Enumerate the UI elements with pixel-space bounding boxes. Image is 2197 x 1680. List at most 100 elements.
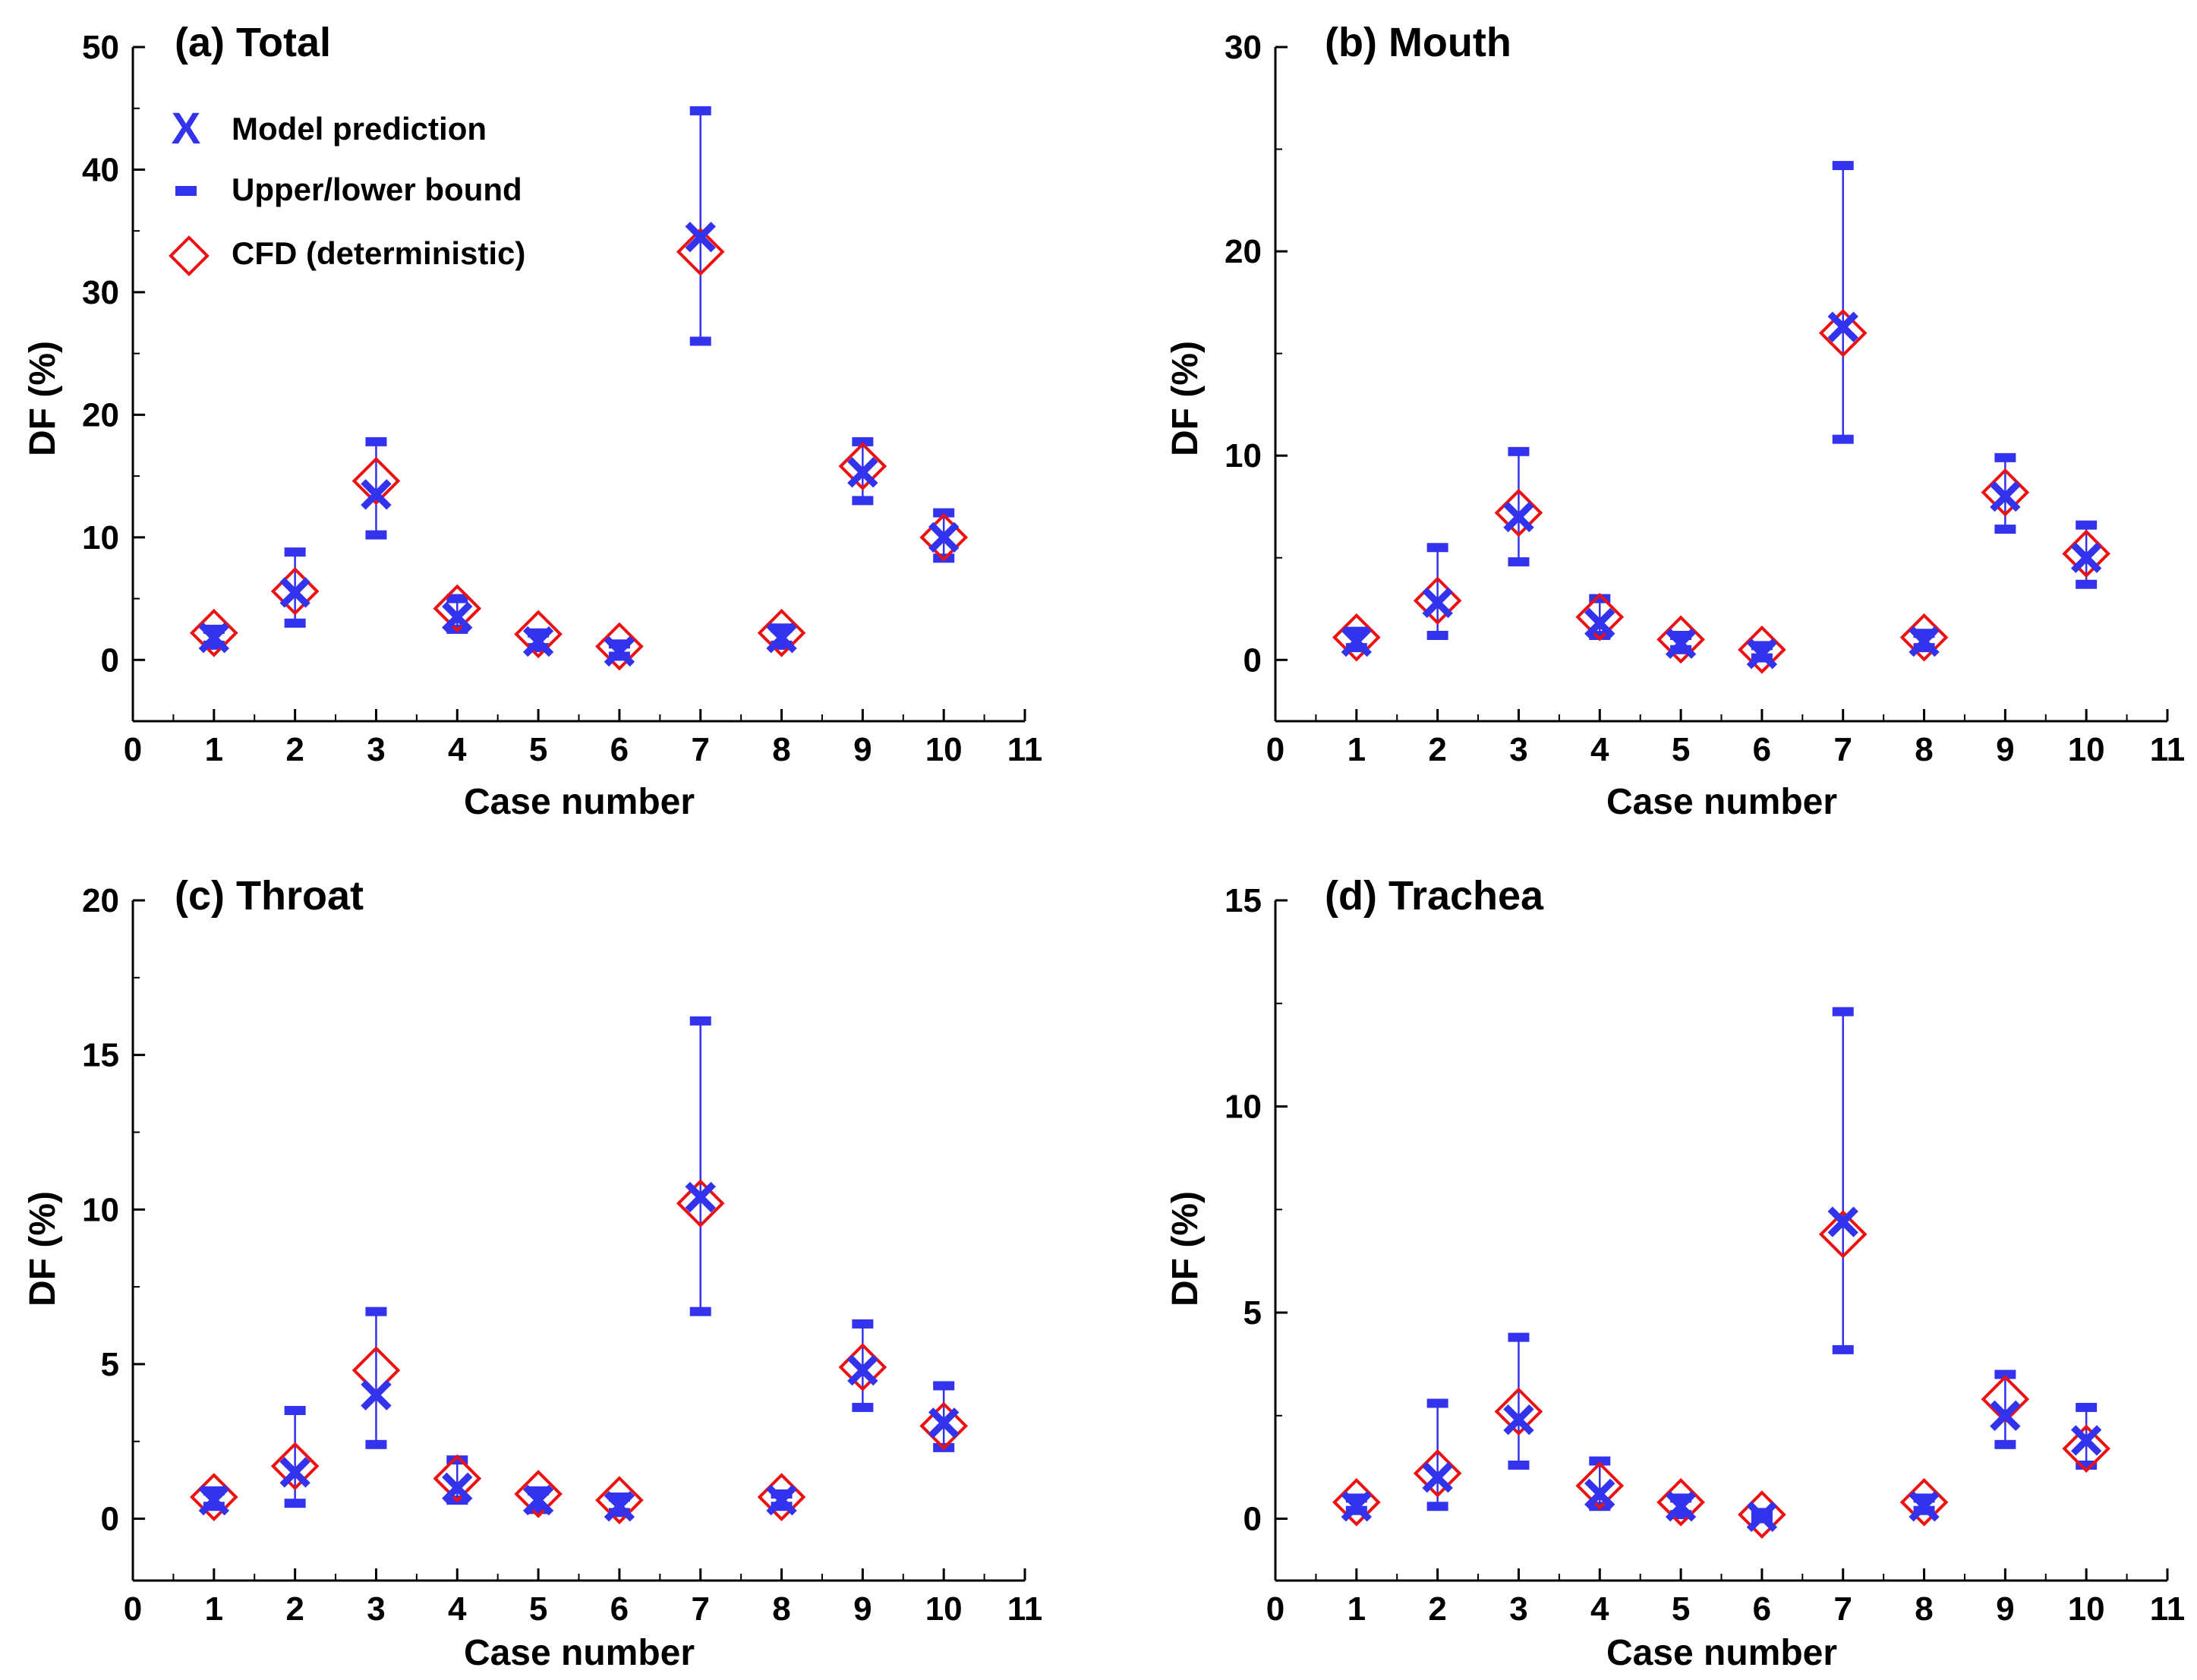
cfd-point-total [514,610,563,659]
upper-bound-total [284,547,306,557]
y-tick-label-total: 20 [82,396,119,433]
x-tick-label-trachea: 4 [1590,1590,1609,1628]
x-tick-label-total: 0 [124,731,142,768]
x-tick-label-throat: 9 [853,1590,872,1628]
x-axis-title-mouth: Case number [1606,782,1837,822]
lower-bound-trachea [1994,1439,2016,1449]
model-point-trachea [1422,1462,1453,1493]
upper-bound-trachea [1994,1370,2016,1379]
x-axis-title-total: Case number [464,782,695,822]
cfd-point-throat [919,1401,969,1451]
model-point-trachea [1909,1491,1940,1522]
y-tick-label-throat: 15 [82,1037,119,1074]
cfd-point-trachea [1332,1477,1381,1527]
cfd-point-total [595,622,644,671]
model-point-mouth [1341,626,1373,657]
x-tick-label-throat: 0 [124,1590,142,1628]
lower-bound-total [284,618,306,628]
cfd-point-total [433,584,482,633]
cfd-point-throat [595,1476,644,1524]
cfd-point-trachea [1981,1375,2030,1423]
x-tick-label-throat: 11 [1007,1590,1043,1628]
y-tick-label-throat: 20 [82,882,119,919]
model-point-mouth [1422,587,1453,619]
lower-bound-throat [689,1306,711,1316]
model-point-throat [928,1407,960,1439]
y-tick-label-trachea: 15 [1225,882,1262,919]
model-point-mouth [1909,626,1940,657]
upper-bound-trachea [1508,1332,1530,1342]
x-tick-label-throat: 3 [367,1590,385,1628]
x-tick-label-mouth: 11 [2150,731,2186,768]
y-tick-label-trachea: 10 [1225,1089,1262,1126]
model-point-throat [198,1484,229,1516]
panel-title-total: (a) Total [175,20,331,65]
panel-total: (a) Total Case number DF (%) X Model pre… [23,20,1042,822]
x-tick-label-trachea: 11 [2150,1590,2186,1628]
legend-bound-icon [175,186,197,196]
model-point-total [766,623,797,654]
upper-bound-trachea [1589,1456,1611,1466]
upper-bound-mouth [1508,446,1530,456]
model-point-trachea [1341,1491,1373,1522]
y-axis-title-throat: DF (%) [23,1191,63,1306]
panel-title-throat: (c) Throat [175,873,364,919]
model-point-throat [361,1379,392,1411]
x-tick-label-mouth: 8 [1915,731,1933,768]
model-point-throat [442,1472,473,1504]
upper-bound-trachea [2076,1402,2098,1412]
x-axis-title-trachea: Case number [1606,1633,1837,1673]
upper-bound-mouth [1426,543,1448,553]
x-tick-label-throat: 10 [925,1590,963,1628]
panel-throat: (c) Throat Case number DF (%) 0 1 2 3 4 5 6 7 8 9… [23,873,1042,1673]
y-tick-label-total: 10 [82,519,119,556]
model-point-trachea [1665,1491,1697,1522]
x-tick-label-mouth: 0 [1266,731,1284,768]
legend-model-label: Model prediction [232,111,487,147]
x-tick-label-throat: 5 [529,1590,547,1628]
cfd-point-throat [514,1470,563,1518]
x-tick-label-total: 1 [205,731,223,768]
y-tick-label-mouth: 10 [1225,437,1262,474]
y-tick-label-trachea: 5 [1243,1294,1262,1332]
upper-bound-throat [365,1306,387,1316]
x-tick-label-total: 10 [925,731,963,768]
x-tick-label-trachea: 3 [1509,1590,1527,1628]
cfd-point-mouth [1981,468,2030,517]
y-tick-label-total: 50 [82,29,119,66]
x-tick-label-mouth: 1 [1348,731,1366,768]
x-tick-label-trachea: 5 [1672,1590,1690,1628]
x-tick-label-total: 5 [529,731,547,768]
cfd-point-total [838,442,887,491]
model-point-mouth [2070,542,2102,573]
cfd-point-mouth [1332,613,1381,662]
y-tick-label-mouth: 20 [1225,233,1262,270]
x-tick-label-throat: 1 [205,1590,223,1628]
cfd-point-mouth [1575,592,1625,641]
y-tick-label-total: 0 [101,641,119,679]
x-tick-label-trachea: 1 [1348,1590,1366,1628]
y-tick-label-throat: 10 [82,1191,119,1228]
y-axis-title-total: DF (%) [23,341,63,456]
panel-title-trachea: (d) Trachea [1325,873,1544,919]
legend-bound-label: Upper/lower bound [232,172,522,207]
cfd-point-total [189,608,238,657]
model-point-total [361,479,392,510]
cfd-point-mouth [1494,488,1543,537]
x-tick-label-total: 11 [1007,731,1043,768]
y-tick-label-total: 40 [82,151,119,188]
model-point-trachea [2070,1425,2102,1456]
panel-trachea: (d) Trachea Case number DF (%) 0 1 2 3 4 5 6 7 8… [1165,873,2185,1673]
model-point-mouth [1827,311,1858,342]
lower-bound-throat [365,1439,387,1449]
upper-bound-total [852,437,874,446]
model-point-throat [604,1491,635,1522]
x-tick-label-mouth: 10 [2068,731,2105,768]
lower-bound-mouth [1426,630,1448,640]
cfd-point-total [351,456,401,506]
lower-bound-throat [852,1402,874,1412]
upper-bound-total [365,437,387,446]
x-tick-label-total: 7 [691,731,709,768]
model-point-mouth [1503,501,1534,533]
model-point-mouth [1746,638,1778,670]
